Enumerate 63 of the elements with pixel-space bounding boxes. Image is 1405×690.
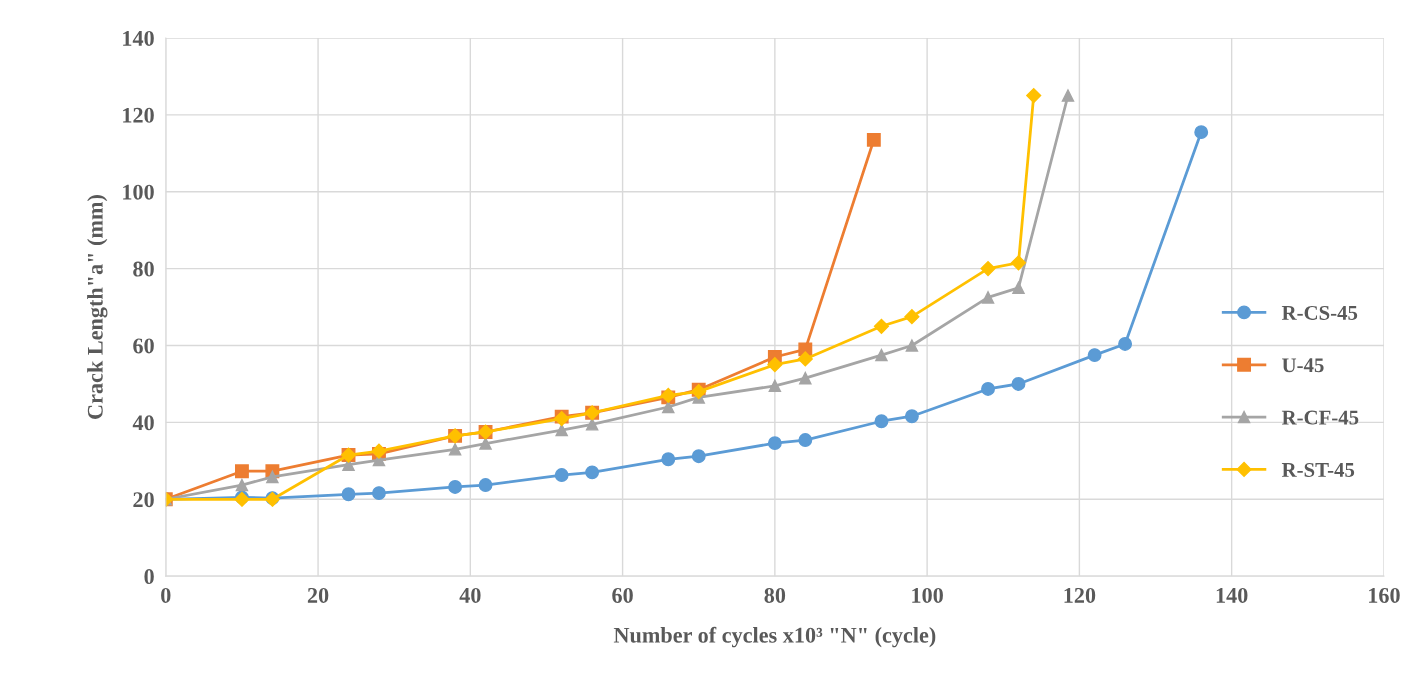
x-tick-label: 0 (161, 587, 171, 603)
point (797, 351, 813, 367)
legend-label: U-45 (1282, 358, 1324, 373)
point (478, 478, 493, 492)
x-axis-title: Number of cycles x10³ "N" (cycle) (613, 626, 936, 648)
point (555, 423, 568, 437)
point (1061, 89, 1075, 102)
point (372, 486, 386, 501)
point (875, 348, 888, 362)
point (662, 400, 675, 414)
y-tick-label: 20 (133, 492, 154, 508)
x-tick-label: 100 (912, 587, 943, 603)
point (904, 309, 920, 325)
x-tick-label: 40 (459, 587, 481, 603)
point (479, 437, 492, 450)
point (1118, 337, 1133, 351)
point (691, 449, 706, 464)
point (768, 379, 782, 393)
point (1011, 376, 1026, 391)
point (866, 132, 881, 147)
y-tick-label: 100 (123, 184, 154, 200)
point (767, 436, 782, 451)
point (980, 261, 996, 277)
point (1194, 125, 1209, 140)
x-tick-label: 60 (612, 587, 633, 603)
point (873, 318, 890, 334)
legend-label: R-ST-45 (1281, 462, 1355, 477)
point (1012, 281, 1025, 295)
point (234, 464, 249, 479)
point (1026, 88, 1042, 104)
point (904, 409, 919, 424)
point (874, 414, 889, 429)
y-tick-label: 140 (123, 30, 154, 46)
point (981, 291, 995, 304)
point (585, 465, 600, 480)
y-tick-label: 120 (123, 107, 154, 123)
point (798, 433, 813, 448)
point (905, 339, 919, 352)
point (448, 480, 463, 494)
x-tick-label: 120 (1064, 587, 1096, 603)
y-axis-title: Crack Length"a" (mm) (87, 195, 108, 419)
legend-label: R-CF-45 (1281, 410, 1359, 425)
point (1010, 255, 1027, 271)
point (341, 487, 356, 502)
point (235, 478, 249, 492)
point (266, 470, 279, 484)
point (661, 452, 676, 467)
point (448, 443, 462, 456)
y-tick-label: 60 (133, 338, 154, 354)
point (767, 357, 783, 373)
point (981, 381, 995, 396)
y-tick-label: 0 (144, 569, 154, 585)
point (585, 418, 599, 431)
point (799, 371, 812, 385)
y-tick-label: 80 (133, 261, 154, 277)
x-tick-label: 140 (1216, 587, 1248, 603)
x-tick-label: 20 (307, 587, 329, 603)
point (554, 468, 569, 482)
point (1087, 348, 1102, 363)
legend-label: R-CS-45 (1281, 305, 1358, 320)
x-tick-label: 160 (1369, 587, 1400, 603)
x-tick-label: 80 (764, 587, 786, 603)
y-tick-label: 40 (132, 415, 154, 431)
